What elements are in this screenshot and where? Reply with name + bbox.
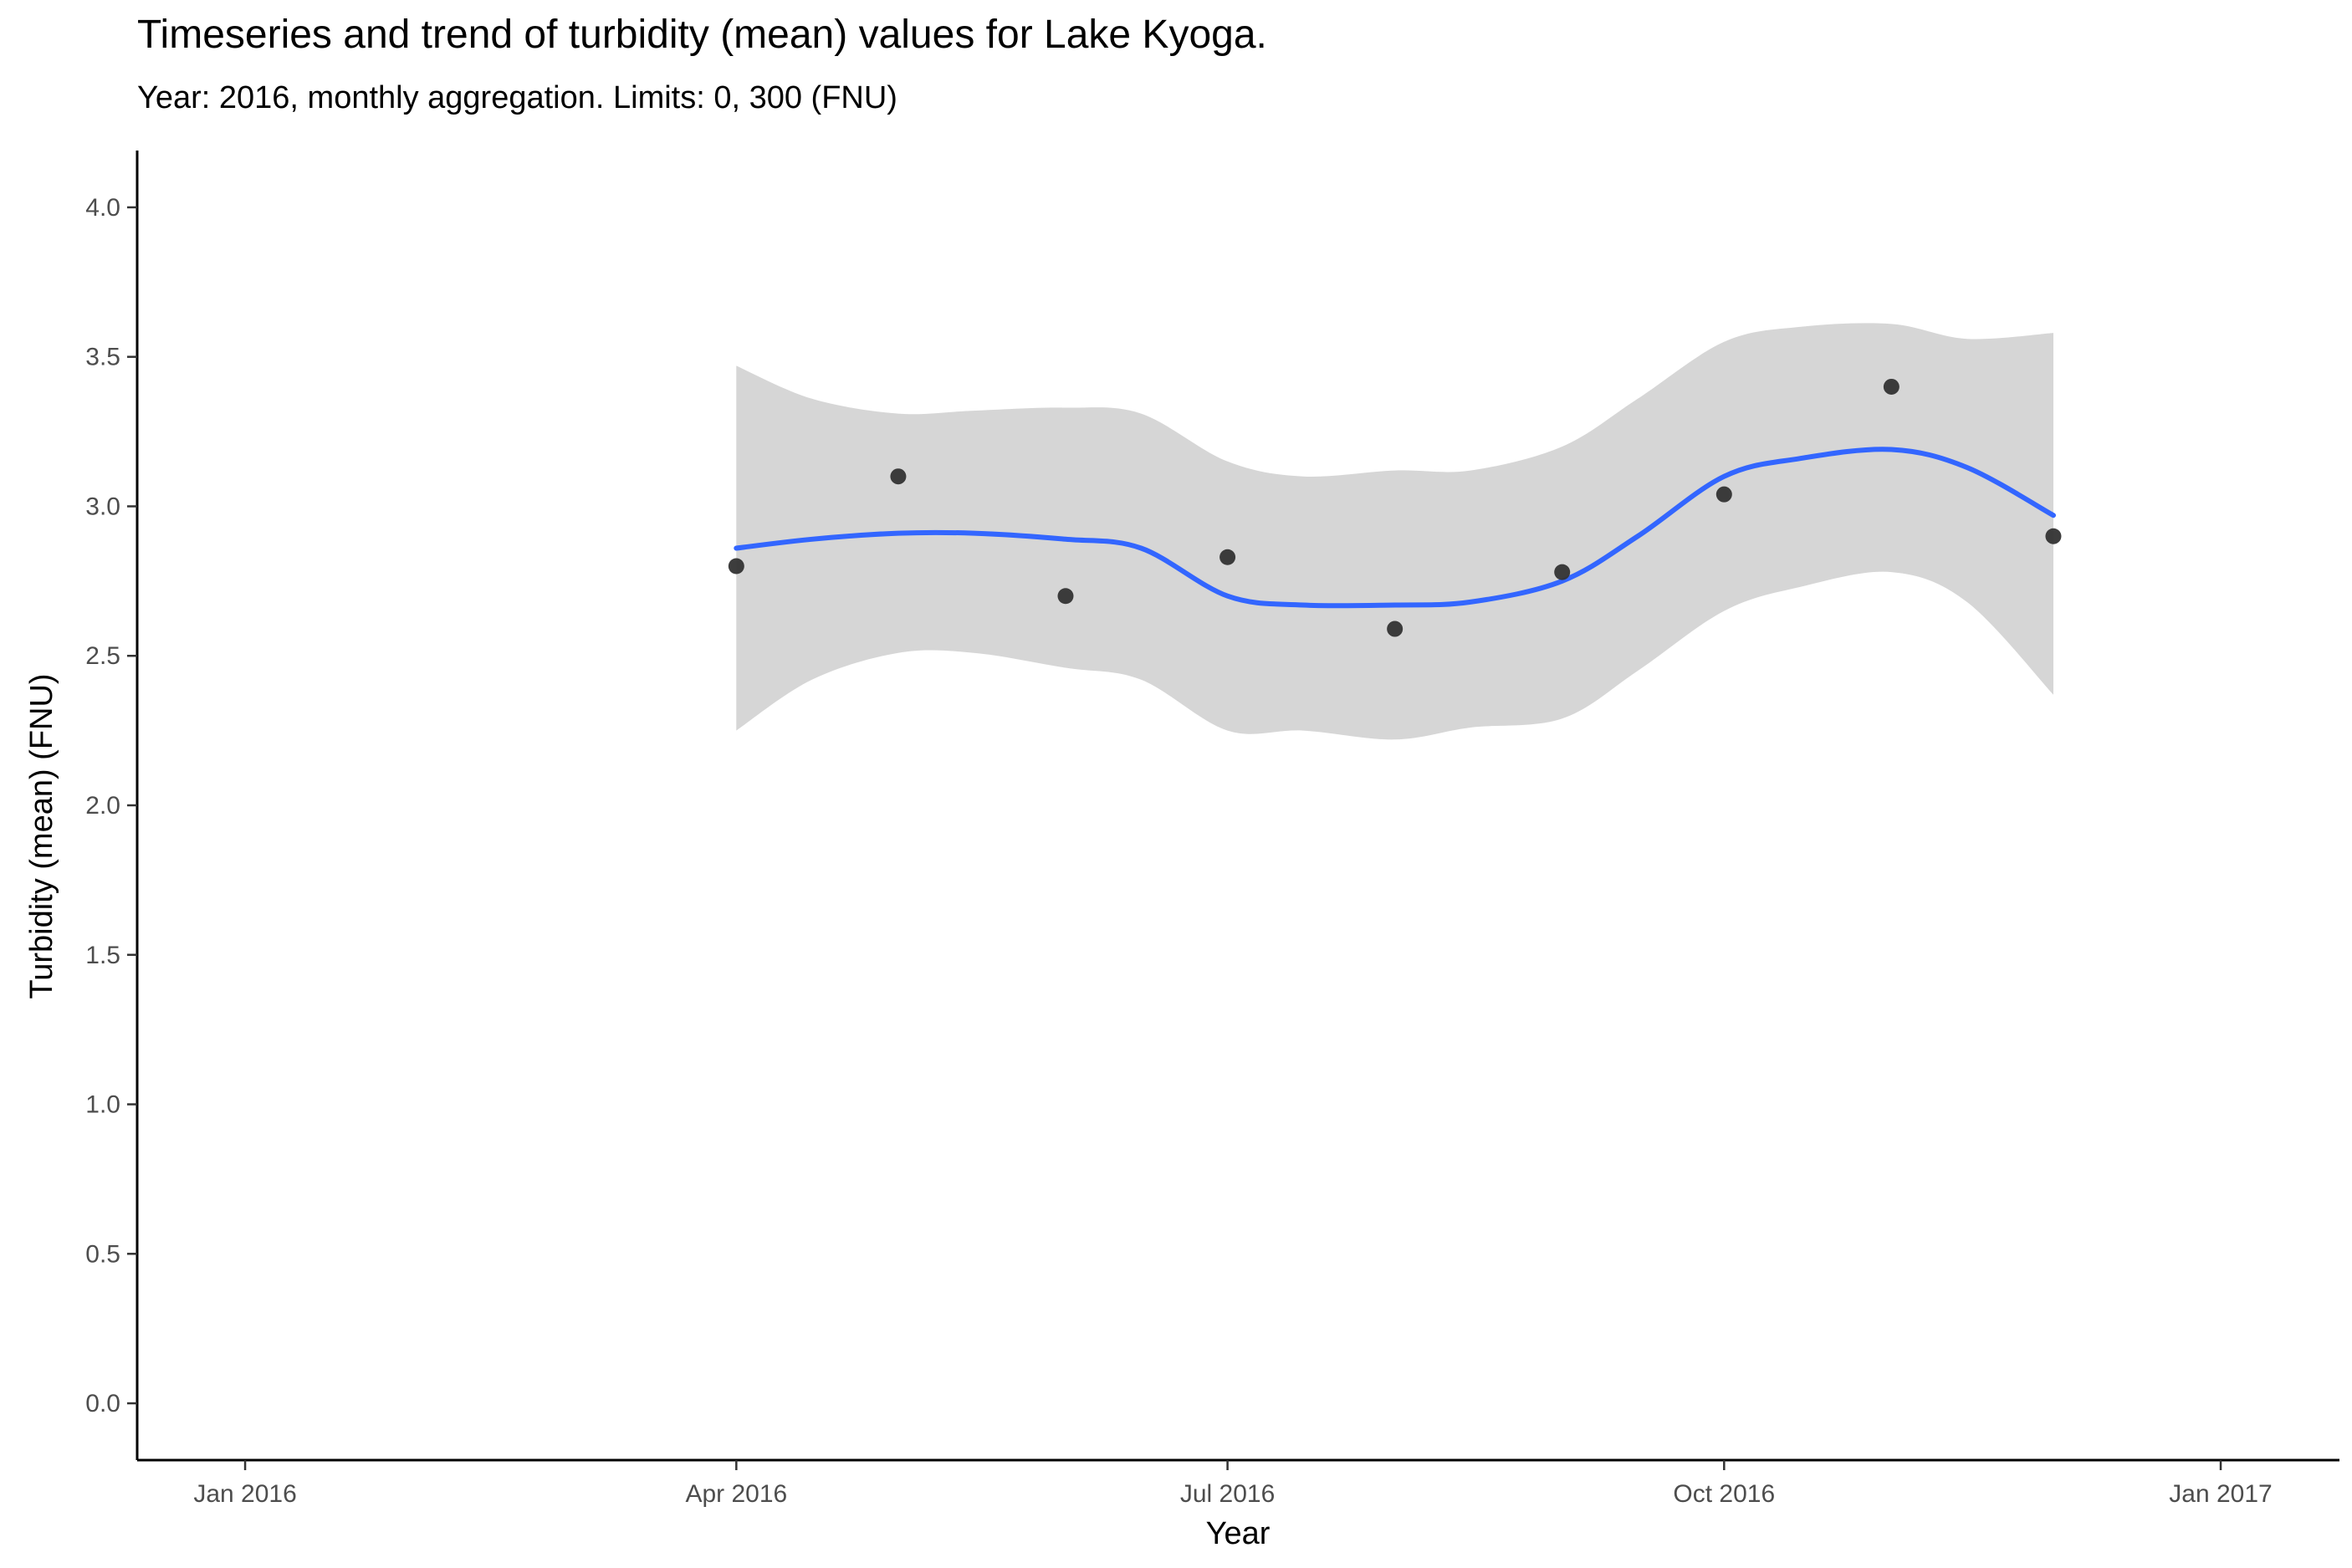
y-tick-label: 2.0 bbox=[85, 792, 120, 820]
data-point bbox=[2045, 528, 2062, 544]
trend-line bbox=[734, 447, 2056, 609]
y-tick-label: 2.5 bbox=[85, 642, 120, 670]
x-tick-label: Oct 2016 bbox=[1673, 1480, 1775, 1508]
data-points-layer bbox=[728, 378, 2062, 637]
x-axis-title: Year bbox=[1206, 1516, 1271, 1551]
y-tick-label: 3.0 bbox=[85, 493, 120, 520]
chart-subtitle: Year: 2016, monthly aggregation. Limits:… bbox=[137, 80, 897, 115]
data-point bbox=[1387, 621, 1404, 637]
y-tick-label: 3.5 bbox=[85, 344, 120, 371]
data-point bbox=[890, 468, 907, 485]
y-tick-label: 0.5 bbox=[85, 1240, 120, 1268]
x-tick-label: Apr 2016 bbox=[685, 1480, 787, 1508]
y-tick-label: 0.0 bbox=[85, 1390, 120, 1417]
data-point bbox=[1883, 378, 1899, 395]
data-point bbox=[1715, 486, 1732, 503]
y-tick-label: 1.0 bbox=[85, 1091, 120, 1119]
y-tick-label: 4.0 bbox=[85, 194, 120, 222]
ticks-layer: 0.0 0.5 1.0 1.5 2.0 2.5 3.0 3.5 4.0 Jan 2016 Apr 2… bbox=[85, 194, 2272, 1508]
y-tick-label: 1.5 bbox=[85, 942, 120, 969]
data-point bbox=[1219, 549, 1236, 565]
x-tick-label: Jan 2017 bbox=[2169, 1480, 2272, 1508]
data-point bbox=[1057, 588, 1074, 605]
trend-line-layer bbox=[734, 447, 2056, 609]
confidence-ribbon bbox=[736, 323, 2053, 740]
x-tick-label: Jan 2016 bbox=[193, 1480, 296, 1508]
data-point bbox=[1554, 564, 1571, 580]
x-tick-label: Jul 2016 bbox=[1180, 1480, 1275, 1508]
confidence-ribbon-layer bbox=[736, 323, 2053, 740]
y-axis-title: Turbidity (mean) (FNU) bbox=[24, 673, 59, 999]
data-point bbox=[728, 558, 744, 575]
chart-title: Timeseries and trend of turbidity (mean)… bbox=[137, 13, 1267, 57]
